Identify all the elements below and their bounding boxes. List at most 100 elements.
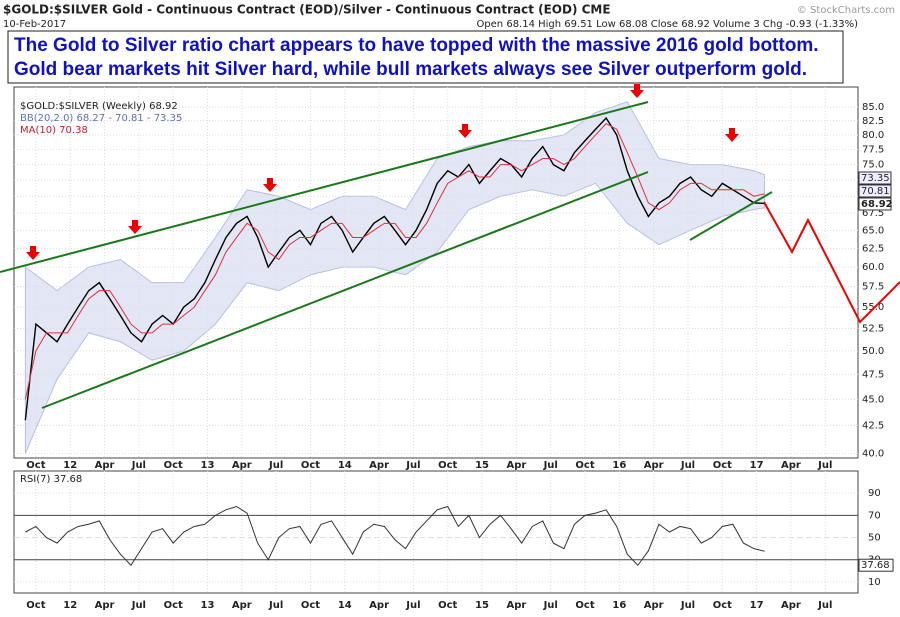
y-tick-label: 85.0 (862, 102, 884, 113)
x-tick-label: Oct (575, 600, 594, 611)
credit: © StockCharts.com (797, 5, 895, 16)
x-tick-label: Oct (438, 600, 457, 611)
x-tick-label: 13 (201, 600, 215, 611)
x-tick-label: Jul (543, 460, 558, 471)
x-tick-label: Oct (26, 600, 45, 611)
last-label: 37.68 (861, 560, 890, 571)
x-tick-label: 16 (612, 460, 626, 471)
y-tick-label: 42.5 (862, 421, 884, 432)
y-tick-label: 70 (868, 510, 881, 521)
y-tick-label: 65.0 (862, 225, 884, 236)
y-tick-label: 62.5 (862, 243, 884, 254)
date: 10-Feb-2017 (3, 19, 66, 30)
plot: 40.042.545.047.550.052.555.057.560.062.5… (0, 84, 900, 611)
x-tick-label: Apr (95, 460, 115, 471)
x-tick-label: Jul (680, 600, 695, 611)
trendline (41, 171, 649, 409)
y-tick-label: 60.0 (862, 262, 884, 273)
header: $GOLD:$SILVER Gold - Continuous Contract… (3, 3, 611, 17)
y-tick-label: 47.5 (862, 369, 884, 380)
x-tick-label: Oct (164, 600, 183, 611)
y-tick-label: 80.0 (862, 130, 884, 141)
y-tick-label: 90 (868, 488, 881, 499)
x-tick-label: Oct (301, 600, 320, 611)
x-tick-label: Jul (817, 600, 832, 611)
x-tick-label: Jul (543, 600, 558, 611)
legend-ma: MA(10) 70.38 (20, 125, 88, 136)
x-tick-label: Jul (405, 460, 420, 471)
x-tick-label: Jul (131, 600, 146, 611)
x-tick-label: Jul (268, 460, 283, 471)
x-tick-label: Apr (644, 600, 664, 611)
y-tick-label: 77.5 (862, 145, 884, 156)
x-tick-label: 17 (750, 460, 764, 471)
y-tick-label: 45.0 (862, 394, 884, 405)
arrow (128, 220, 142, 234)
last-label: 70.81 (861, 186, 890, 197)
y-tick-label: 50 (868, 533, 881, 544)
x-tick-label: Jul (680, 460, 695, 471)
arrow (725, 128, 739, 142)
last-label-box (858, 184, 892, 198)
trendline (689, 191, 773, 241)
x-tick-label: 12 (63, 600, 77, 611)
arrow (630, 84, 644, 98)
legend-rsi: RSI(7) 37.68 (20, 474, 82, 485)
x-tick-label: Oct (713, 460, 732, 471)
x-tick-label: Apr (506, 460, 526, 471)
arrow (458, 124, 472, 138)
rsi-panel (13, 470, 859, 594)
x-tick-label: 16 (612, 600, 626, 611)
x-tick-label: Oct (301, 460, 320, 471)
trendline (0, 101, 649, 273)
x-tick-label: Oct (438, 460, 457, 471)
x-tick-label: Oct (713, 600, 732, 611)
x-tick-label: 12 (63, 460, 77, 471)
quote: Open 68.14 High 69.51 Low 68.08 Close 68… (476, 19, 858, 30)
x-tick-label: Jul (131, 460, 146, 471)
x-tick-label: 17 (750, 600, 764, 611)
bollinger-band (24, 101, 766, 454)
x-tick-label: Jul (405, 600, 420, 611)
x-tick-label: 15 (475, 460, 489, 471)
y-tick-label: 57.5 (862, 282, 884, 293)
x-tick-label: Jul (268, 600, 283, 611)
annotation-box (7, 30, 844, 84)
x-tick-label: Oct (164, 460, 183, 471)
price-panel (13, 86, 859, 459)
y-tick-label: 50.0 (862, 346, 884, 357)
last-label-box (858, 197, 892, 211)
x-tick-label: Apr (232, 460, 252, 471)
y-tick-label: 67.5 (862, 208, 884, 219)
series-line (24, 116, 765, 421)
projection (763, 201, 900, 324)
x-tick-label: Apr (506, 600, 526, 611)
arrow (26, 246, 40, 260)
x-tick-label: Apr (232, 600, 252, 611)
last-label-box (858, 171, 892, 185)
last-label: 68.92 (861, 199, 893, 210)
series-line (25, 505, 765, 567)
x-tick-label: Apr (644, 460, 664, 471)
x-tick-label: 14 (338, 600, 352, 611)
series-line (24, 122, 765, 400)
x-tick-label: 15 (475, 600, 489, 611)
x-tick-label: Apr (781, 460, 801, 471)
legend-bb: BB(20,2.0) 68.27 - 70.81 - 73.35 (20, 113, 182, 124)
x-tick-label: Oct (26, 460, 45, 471)
x-tick-label: Apr (781, 600, 801, 611)
y-tick-label: 75.0 (862, 160, 884, 171)
x-tick-label: Apr (369, 460, 389, 471)
x-tick-label: Apr (369, 600, 389, 611)
x-tick-label: Jul (817, 460, 832, 471)
y-tick-label: 10 (868, 577, 881, 588)
annotation: Gold bear markets hit Silver hard, while… (14, 59, 807, 80)
arrow (263, 178, 277, 192)
annotation: The Gold to Silver ratio chart appears t… (14, 35, 819, 56)
y-tick-label: 40.0 (862, 448, 884, 459)
y-tick-label: 82.5 (862, 116, 884, 127)
x-tick-label: 14 (338, 460, 352, 471)
legend-price: $GOLD:$SILVER (Weekly) 68.92 (20, 101, 178, 112)
last-label: 73.35 (861, 173, 890, 184)
